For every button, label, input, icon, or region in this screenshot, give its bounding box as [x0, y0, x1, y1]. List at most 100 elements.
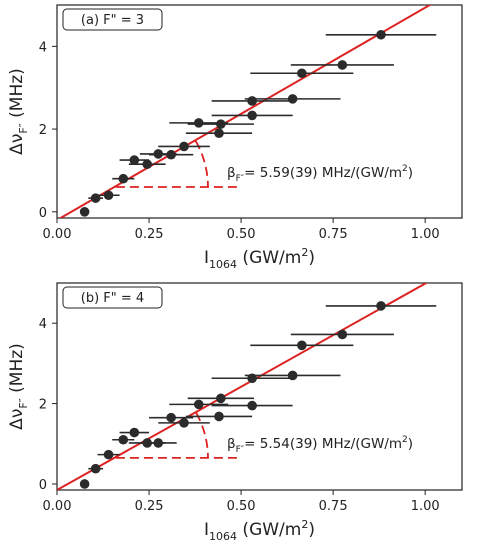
data-point: [211, 400, 293, 411]
x-tick-label: 0.75: [319, 499, 348, 514]
plot-frame: [56, 282, 463, 491]
data-point: [185, 411, 253, 422]
point-marker: [247, 110, 257, 121]
point-marker: [193, 399, 204, 410]
point-marker: [129, 155, 140, 165]
data-point: [244, 370, 341, 381]
data-point: [158, 418, 210, 428]
slope-annotation: βF″= 5.54(39) MHz/(GW/m2): [227, 435, 413, 455]
point-marker: [142, 159, 153, 170]
data-point: [158, 141, 210, 152]
data-point: [250, 340, 354, 351]
plot-area: [58, 5, 437, 218]
point-marker: [90, 463, 101, 474]
data-point: [149, 149, 194, 160]
point-marker: [214, 128, 224, 139]
point-marker: [103, 449, 114, 460]
y-tick-label: 0: [39, 206, 47, 221]
y-tick-label: 4: [39, 317, 47, 332]
panel-label: (a) F" = 3: [81, 13, 144, 28]
beta-subscript: F″: [236, 445, 245, 455]
point-marker: [193, 118, 204, 128]
slope-annotation: βF″= 5.59(39) MHz/(GW/m2): [227, 164, 413, 184]
beta-value: = 5.59(39) MHz/(GW/m: [244, 165, 402, 181]
x-tick-label: 0.00: [43, 227, 72, 242]
x-axis-title: I1064 (GW/m2): [204, 246, 315, 271]
data-point: [79, 206, 90, 217]
y-tick-label: 4: [39, 40, 47, 55]
panel-label-box: [62, 286, 163, 309]
data-point: [250, 68, 354, 79]
data-point: [211, 110, 293, 121]
x-tick-label: 0.25: [135, 499, 164, 514]
data-point: [79, 479, 90, 489]
point-marker: [166, 412, 176, 423]
angle-arc: [194, 140, 209, 187]
point-marker: [337, 60, 348, 70]
point-marker: [287, 370, 298, 381]
point-marker: [247, 96, 257, 106]
data-point: [119, 155, 150, 165]
point-marker: [216, 393, 226, 404]
panel-label-box: [62, 8, 163, 31]
beta-symbol: β: [227, 436, 236, 452]
x-tick-label: 0.75: [319, 227, 348, 242]
plot-area: [57, 283, 437, 490]
point-marker: [153, 438, 164, 448]
data-point: [325, 301, 437, 311]
beta-unit-superscript: 2: [402, 164, 408, 174]
panel-b: 0.00 0.25 0.50 0.75 1.00 0 2 4 (b) F" = 4 βF″= 5.…: [7, 282, 463, 543]
point-marker: [79, 206, 90, 217]
panel-label: (b) F" = 4: [81, 291, 144, 306]
data-point: [211, 96, 293, 106]
y-axis-title: ΔνF″ (MHz): [7, 68, 30, 155]
point-marker: [297, 68, 307, 79]
plot-frame: [56, 4, 463, 219]
data-point: [185, 128, 253, 139]
x-tick-label: 0.50: [227, 499, 256, 514]
x-tick-label: 0.25: [135, 227, 164, 242]
point-marker: [103, 190, 114, 201]
beta-unit-end: ): [408, 165, 413, 181]
point-marker: [179, 141, 189, 152]
point-marker: [118, 434, 129, 445]
data-point: [112, 434, 135, 445]
point-marker: [337, 329, 348, 340]
point-marker: [297, 340, 307, 351]
x-tick-label: 1.00: [411, 227, 440, 242]
panel-a: 0.00 0.25 0.50 0.75 1.00 0 2 4 (a) F" = 3 βF″= 5.…: [7, 4, 463, 271]
fit-line: [57, 283, 429, 490]
point-marker: [287, 94, 298, 104]
x-tick-label: 0.00: [43, 499, 72, 514]
beta-unit-superscript: 2: [402, 435, 408, 445]
point-marker: [216, 119, 226, 129]
point-marker: [247, 400, 257, 411]
x-tick-label: 0.50: [227, 227, 256, 242]
point-marker: [376, 29, 386, 40]
data-point: [139, 438, 177, 448]
data-point: [119, 427, 150, 438]
point-marker: [153, 149, 164, 159]
data-point: [290, 329, 394, 340]
data-point: [128, 159, 166, 170]
y-tick-label: 2: [39, 123, 47, 138]
beta-unit-end: ): [408, 436, 413, 452]
data-point: [325, 29, 437, 40]
point-marker: [376, 301, 386, 311]
data-point: [97, 449, 120, 460]
point-marker: [166, 149, 176, 160]
point-marker: [129, 427, 140, 438]
beta-subscript: F″: [236, 174, 245, 184]
x-axis-title: I1064 (GW/m2): [204, 518, 315, 543]
x-tick-label: 1.00: [411, 499, 440, 514]
y-axis-title: ΔνF″ (MHz): [7, 343, 30, 430]
y-tick-label: 0: [39, 478, 47, 493]
data-point: [244, 94, 341, 104]
beta-symbol: β: [227, 165, 236, 181]
y-tick-label: 2: [39, 398, 47, 413]
data-point: [97, 190, 120, 201]
data-point: [88, 463, 104, 474]
data-point: [112, 173, 135, 184]
angle-arc: [195, 412, 209, 458]
